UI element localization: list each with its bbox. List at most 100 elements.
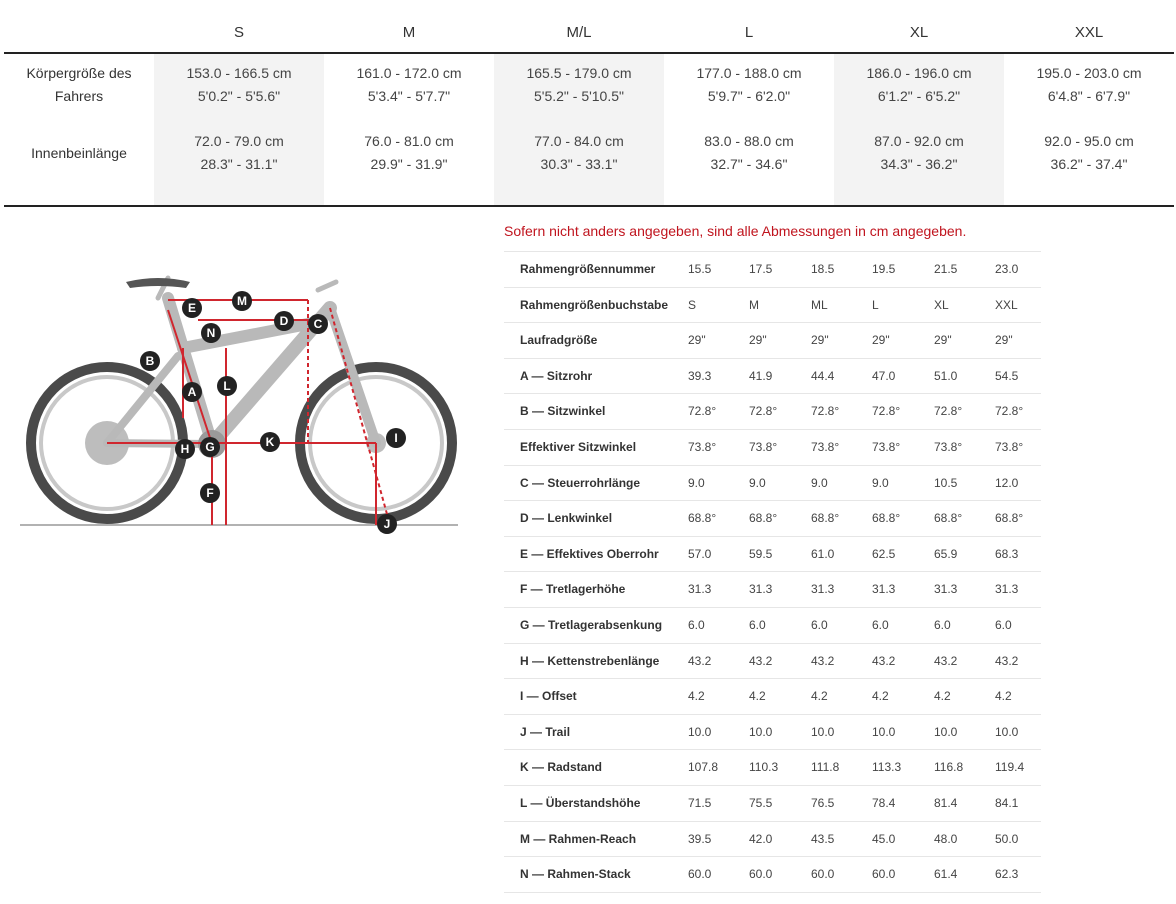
table-row: A — Sitzrohr 39.3 41.9 44.4 47.0 51.0 54… xyxy=(504,357,1041,394)
table-row: B — Sitzwinkel 72.8° 72.8° 72.8° 72.8° 7… xyxy=(504,393,1041,429)
inseam-cell: 92.0 - 95.0 cm 36.2" - 37.4" xyxy=(1044,133,1134,172)
cell: 10.0 xyxy=(995,724,1019,739)
cell: 10.0 xyxy=(811,724,835,739)
svg-text:J: J xyxy=(384,517,391,531)
cell: 42.0 xyxy=(749,831,773,846)
size-header-l: L xyxy=(744,24,754,41)
cell: 50.0 xyxy=(995,831,1019,846)
svg-text:E: E xyxy=(188,301,196,315)
cell: 72.8° xyxy=(688,404,717,419)
table-row: Effektiver Sitzwinkel 73.8° 73.8° 73.8° … xyxy=(504,428,1041,465)
cell: 54.5 xyxy=(995,368,1019,383)
row-label: C — Steuerrohrlänge xyxy=(520,475,641,490)
cell: 110.3 xyxy=(749,760,779,775)
cell: 29" xyxy=(749,333,767,348)
rider-height-cell: 161.0 - 172.0 cm 5'3.4" - 5'7.7" xyxy=(356,65,462,104)
cell: 78.4 xyxy=(872,795,896,810)
rider-height-cell: 186.0 - 196.0 cm 6'1.2" - 6'5.2" xyxy=(866,65,972,104)
cell: 19.5 xyxy=(872,262,896,276)
table-row: J — Trail 10.0 10.0 10.0 10.0 10.0 10.0 xyxy=(504,713,1041,750)
cell: 72.8° xyxy=(872,404,901,419)
column-shade xyxy=(494,54,664,205)
cell: 17.5 xyxy=(749,262,773,276)
size-header-xxl: XXL xyxy=(1074,24,1104,41)
cell: 57.0 xyxy=(688,546,712,561)
inseam-label: Innenbeinlänge xyxy=(31,145,127,161)
cell: 68.8° xyxy=(811,511,840,526)
cell: 73.8° xyxy=(749,439,778,454)
cell: 10.0 xyxy=(934,724,958,739)
label-d: D xyxy=(274,311,294,331)
cell: 4.2 xyxy=(811,689,828,704)
cell: 29" xyxy=(934,333,952,348)
row-label: F — Tretlagerhöhe xyxy=(520,582,626,597)
label-k: K xyxy=(260,432,280,452)
svg-text:F: F xyxy=(206,486,213,500)
size-chart: S M M/L L XL XXL Körpergröße des Fahrers… xyxy=(4,0,1174,207)
cell: 31.3 xyxy=(995,582,1019,597)
cell: 4.2 xyxy=(872,689,889,704)
table-row: H — Kettenstrebenlänge 43.2 43.2 43.2 43… xyxy=(504,642,1041,679)
row-label: B — Sitzwinkel xyxy=(520,404,606,419)
svg-text:N: N xyxy=(207,326,216,340)
cell: 116.8 xyxy=(934,760,964,775)
cell: 9.0 xyxy=(688,475,705,490)
cell: 65.9 xyxy=(934,546,958,561)
cell: 47.0 xyxy=(872,368,896,383)
table-row: Rahmengrößenbuchstabe S M ML L XL XXL xyxy=(504,286,1041,323)
cell: 4.2 xyxy=(995,689,1012,704)
inseam-cell: 77.0 - 84.0 cm 30.3" - 33.1" xyxy=(534,133,624,172)
cell: 6.0 xyxy=(872,617,889,632)
cell: 9.0 xyxy=(811,475,828,490)
geometry-table: Rahmengrößennummer 15.5 17.5 18.5 19.5 2… xyxy=(504,251,1041,893)
label-h: H xyxy=(175,439,195,459)
cell: 72.8° xyxy=(811,404,840,419)
cell: ML xyxy=(811,297,828,312)
cell: 73.8° xyxy=(688,439,717,454)
table-row: Rahmengrößennummer 15.5 17.5 18.5 19.5 2… xyxy=(504,251,1041,287)
saddle xyxy=(126,278,190,288)
cell: S xyxy=(688,297,697,312)
label-e: E xyxy=(182,298,202,318)
size-chart-body: Körpergröße des Fahrers Innenbeinlänge 1… xyxy=(4,54,1174,207)
table-row: I — Offset 4.2 4.2 4.2 4.2 4.2 4.2 xyxy=(504,678,1041,714)
row-label: Effektiver Sitzwinkel xyxy=(520,439,637,454)
label-b: B xyxy=(140,351,160,371)
cell: 81.4 xyxy=(934,795,958,810)
svg-text:M: M xyxy=(237,294,247,308)
table-row: K — Radstand 107.8 110.3 111.8 113.3 116… xyxy=(504,749,1041,785)
cell: 43.2 xyxy=(749,653,773,668)
cell: 76.5 xyxy=(811,795,835,810)
rider-height-label: Körpergröße des Fahrers xyxy=(26,65,132,104)
size-header-xl: XL xyxy=(909,24,929,41)
label-f: F xyxy=(200,483,220,503)
label-c: C xyxy=(308,314,328,334)
cell: 119.4 xyxy=(995,760,1025,775)
svg-text:B: B xyxy=(146,354,155,368)
svg-text:G: G xyxy=(205,440,214,454)
cell: 43.2 xyxy=(688,653,712,668)
cell: 23.0 xyxy=(995,262,1019,276)
size-header-ml: M/L xyxy=(566,24,592,41)
cell: 68.8° xyxy=(995,511,1024,526)
cell: 39.3 xyxy=(688,368,712,383)
cell: 4.2 xyxy=(688,689,705,704)
table-row: F — Tretlagerhöhe 31.3 31.3 31.3 31.3 31… xyxy=(504,571,1041,607)
label-a: A xyxy=(182,382,202,402)
cell: 29" xyxy=(688,333,706,348)
cell: 60.0 xyxy=(688,867,712,882)
cell: 61.0 xyxy=(811,546,835,561)
cell: 15.5 xyxy=(688,262,712,276)
cell: 6.0 xyxy=(749,617,766,632)
cell: 60.0 xyxy=(811,867,835,882)
cell: 43.2 xyxy=(811,653,835,668)
cell: 75.5 xyxy=(749,795,773,810)
table-row: Laufradgröße 29" 29" 29" 29" 29" 29" xyxy=(504,322,1041,358)
cell: 107.8 xyxy=(688,760,719,775)
inseam-cell: 72.0 - 79.0 cm 28.3" - 31.1" xyxy=(194,133,284,172)
cell: 68.8° xyxy=(749,511,778,526)
cell: 10.0 xyxy=(749,724,773,739)
row-label: A — Sitzrohr xyxy=(520,368,593,383)
cell: 72.8° xyxy=(749,404,778,419)
cell: 68.3 xyxy=(995,546,1019,561)
